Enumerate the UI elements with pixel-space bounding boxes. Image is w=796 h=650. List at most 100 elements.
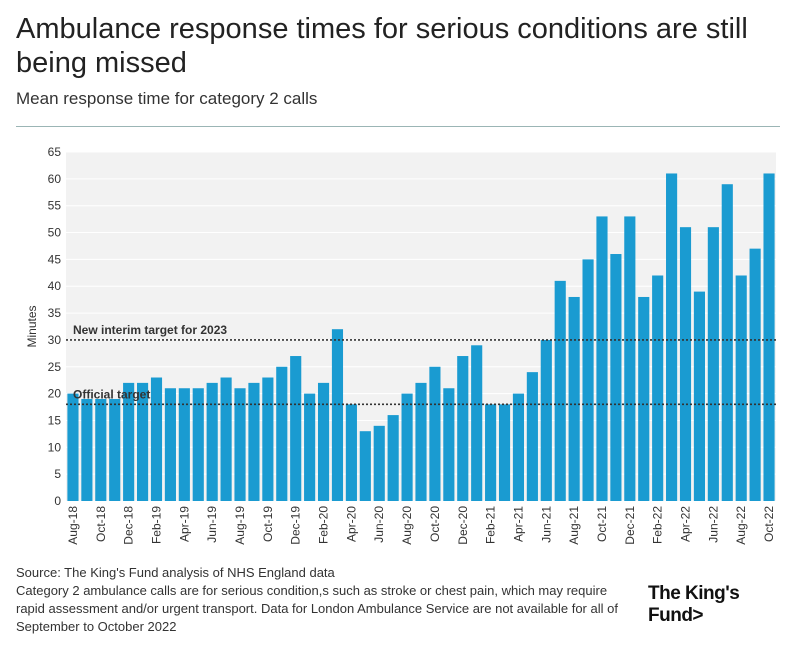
x-tick-label: Jun-22 <box>706 506 720 543</box>
x-tick-label: Oct-18 <box>94 506 108 542</box>
x-tick-label: Jun-21 <box>539 506 553 543</box>
bar <box>526 372 538 501</box>
bar <box>331 329 344 501</box>
bar <box>554 280 566 501</box>
bar <box>67 393 79 501</box>
bar <box>693 291 705 501</box>
bar <box>610 254 622 501</box>
bar <box>317 382 330 501</box>
y-tick-label: 15 <box>48 413 62 427</box>
bar <box>749 248 761 501</box>
x-tick-label: Oct-21 <box>595 506 609 542</box>
bar <box>137 382 149 501</box>
x-tick-label: Aug-22 <box>734 506 748 545</box>
x-tick-label: Feb-21 <box>484 506 498 544</box>
x-tick-label: Apr-22 <box>679 506 693 542</box>
bar <box>290 356 302 501</box>
bar <box>81 398 93 501</box>
bar <box>95 398 107 501</box>
bar <box>387 415 399 501</box>
y-tick-label: 0 <box>54 494 61 508</box>
bar <box>652 275 664 501</box>
y-tick-label: 40 <box>48 279 62 293</box>
bar <box>178 388 190 501</box>
bar <box>248 382 260 501</box>
y-tick-label: 35 <box>48 306 62 320</box>
x-tick-label: Dec-18 <box>122 506 136 545</box>
x-tick-label: Aug-21 <box>567 506 581 545</box>
x-tick-label: Oct-19 <box>261 506 275 542</box>
y-tick-label: 25 <box>48 360 62 374</box>
x-tick-label: Apr-21 <box>511 506 525 542</box>
bar <box>721 184 733 501</box>
y-tick-label: 65 <box>48 145 62 159</box>
bar <box>582 259 594 501</box>
bar <box>735 275 747 501</box>
y-tick-label: 5 <box>54 467 61 481</box>
header-divider <box>16 126 780 127</box>
y-tick-label: 50 <box>48 226 62 240</box>
bar <box>498 404 511 501</box>
explanatory-note: Category 2 ambulance calls are for serio… <box>16 583 618 634</box>
bar <box>109 398 121 501</box>
bar <box>763 173 775 501</box>
x-tick-label: Feb-22 <box>651 506 665 544</box>
bar <box>373 425 385 501</box>
bar <box>568 296 580 501</box>
bar <box>679 227 692 501</box>
x-tick-label: Oct-20 <box>428 506 442 542</box>
bar <box>150 377 163 501</box>
bar <box>512 393 525 501</box>
bar <box>457 356 469 501</box>
y-tick-label: 20 <box>48 387 62 401</box>
x-tick-label: Oct-22 <box>762 506 776 542</box>
kings-fund-logo: The King's Fund> <box>648 583 740 626</box>
bar <box>276 366 288 501</box>
y-tick-label: 60 <box>48 172 62 186</box>
bar <box>415 382 427 501</box>
x-tick-label: Aug-19 <box>233 506 247 545</box>
x-tick-label: Dec-21 <box>623 506 637 545</box>
bar <box>164 388 176 501</box>
source-note: Source: The King's Fund analysis of NHS … <box>16 565 335 580</box>
bar-chart: 0 5 10 15 20 25 30 35 40 45 50 55 60 65 Minutes Aug-18 O… <box>25 145 776 545</box>
bar <box>540 339 552 501</box>
x-tick-label: Dec-20 <box>456 506 470 545</box>
bar <box>429 366 441 501</box>
y-tick-label: 45 <box>48 252 62 266</box>
bar <box>206 382 218 501</box>
y-tick-label: 10 <box>48 440 62 454</box>
bar <box>234 388 246 501</box>
reference-line-label: Official target <box>73 387 150 401</box>
chart-title: Ambulance response times for serious con… <box>16 13 748 79</box>
x-tick-label: Feb-19 <box>149 506 163 544</box>
x-tick-label: Apr-19 <box>177 506 191 542</box>
bar <box>345 404 357 501</box>
y-axis-label: Minutes <box>25 305 39 347</box>
y-tick-label: 30 <box>48 333 62 347</box>
y-tick-label: 55 <box>48 199 62 213</box>
bar <box>485 404 497 501</box>
bar <box>304 393 316 501</box>
chart-subtitle: Mean response time for category 2 calls <box>16 89 318 108</box>
x-tick-label: Feb-20 <box>317 506 331 544</box>
bar <box>596 216 608 501</box>
x-tick-label: Apr-20 <box>344 506 358 542</box>
bar <box>666 173 678 501</box>
bar <box>359 431 371 501</box>
reference-line-label: New interim target for 2023 <box>73 323 227 337</box>
x-tick-label: Dec-19 <box>289 506 303 545</box>
bar <box>401 393 413 501</box>
x-tick-label: Aug-18 <box>66 506 80 545</box>
bar <box>220 377 232 501</box>
x-tick-label: Jun-19 <box>205 506 219 543</box>
bar <box>262 377 274 501</box>
footer: Source: The King's Fund analysis of NHS … <box>16 564 636 636</box>
x-tick-label: Aug-20 <box>400 506 414 545</box>
bar <box>443 388 455 501</box>
bar <box>192 388 204 501</box>
bar <box>638 296 650 501</box>
bar <box>624 216 636 501</box>
bar <box>471 345 483 501</box>
x-tick-label: Jun-20 <box>372 506 386 543</box>
